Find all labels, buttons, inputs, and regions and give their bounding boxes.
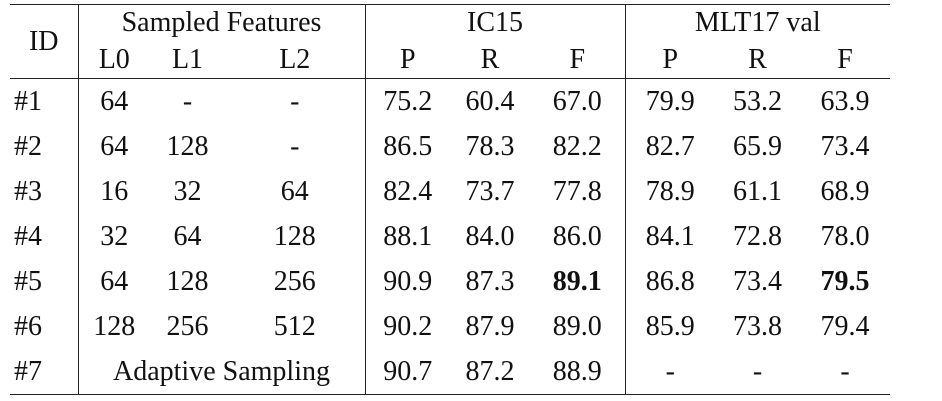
table-cell: 68.9 xyxy=(820,175,870,207)
table-cell: 60.4 xyxy=(465,85,515,117)
table-cell: 79.5 xyxy=(820,265,870,297)
table-cell: 75.2 xyxy=(383,85,433,117)
id-header: ID xyxy=(10,4,79,79)
table-cell: 78.0 xyxy=(820,220,870,252)
table-cell: 256 xyxy=(225,259,366,304)
table-cell: 78.3 xyxy=(465,130,515,162)
table-cell: 73.8 xyxy=(733,310,782,342)
table-header: ID Sampled Features IC15 MLT17 val L0 L1 L… xyxy=(10,4,890,79)
table-cell: 32 xyxy=(100,220,129,252)
row-id: #2 xyxy=(10,124,79,169)
table-cell: 53.2 xyxy=(733,85,782,117)
table-cell: 64 xyxy=(173,220,202,252)
column-row: L0 L1 L2 P R F P R F xyxy=(10,41,890,79)
table-cell: 87.3 xyxy=(465,265,515,297)
column-header: R xyxy=(715,41,800,79)
row-id: #3 xyxy=(10,169,79,214)
table-cell: 128 xyxy=(93,310,136,342)
column-header: L0 xyxy=(78,41,150,79)
table-cell: 82.2 xyxy=(530,124,626,169)
table-cell: 512 xyxy=(225,304,366,349)
column-header: L1 xyxy=(150,41,225,79)
table-cell: 78.9 xyxy=(645,175,695,207)
table-cell: 88.9 xyxy=(530,349,626,395)
table-row: #2 64 128-86.5 78.3 82.2 82.7 65.9 73.4 xyxy=(10,124,890,169)
row-id: #5 xyxy=(10,259,79,304)
row-id: #7 xyxy=(10,349,79,395)
table-cell: - xyxy=(225,124,366,169)
table-cell: 65.9 xyxy=(733,130,782,162)
column-header: P xyxy=(625,41,715,79)
table-cell: 128 xyxy=(166,265,209,297)
table-row: #7 Adaptive Sampling 90.7 87.2 88.9 - - - xyxy=(10,349,890,395)
table-cell: - xyxy=(182,85,193,117)
table-cell: - xyxy=(752,355,763,387)
table-cell: 89.0 xyxy=(530,304,626,349)
results-table: ID Sampled Features IC15 MLT17 val L0 L1 L… xyxy=(10,4,890,395)
table-cell: 86.0 xyxy=(530,214,626,259)
table-row: #1 64- -75.2 60.4 67.0 79.9 53.2 63.9 xyxy=(10,78,890,124)
table-cell: 32 xyxy=(173,175,202,207)
table-cell: 73.7 xyxy=(465,175,515,207)
row-id: #6 xyxy=(10,304,79,349)
group-header: Sampled Features xyxy=(78,4,366,41)
table-row: #6 128 256 512 90.2 87.9 89.0 85.9 73.8 79.4 xyxy=(10,304,890,349)
table-cell: 77.8 xyxy=(530,169,626,214)
table-cell: 64 xyxy=(100,265,129,297)
table-cell: 79.9 xyxy=(645,85,695,117)
table-cell: 85.9 xyxy=(645,310,695,342)
table-cell: 256 xyxy=(166,310,209,342)
table-body: #1 64- -75.2 60.4 67.0 79.9 53.2 63.9 #2 64 128-86… xyxy=(10,78,890,395)
table-row: #5 64 128 256 90.9 87.3 89.1 86.8 73.4 79.5 xyxy=(10,259,890,304)
table-cell: 87.2 xyxy=(465,355,515,387)
row-id: #4 xyxy=(10,214,79,259)
table-cell: 63.9 xyxy=(820,85,870,117)
group-header: MLT17 val xyxy=(694,7,821,38)
column-header: F xyxy=(530,41,626,79)
table-cell: 84.0 xyxy=(465,220,515,252)
table-cell: 86.8 xyxy=(645,265,695,297)
table-cell: 90.9 xyxy=(383,265,433,297)
table-cell: 128 xyxy=(166,130,209,162)
column-header: P xyxy=(365,41,450,79)
group-header: IC15 xyxy=(365,4,626,41)
table-cell: 82.7 xyxy=(645,130,695,162)
column-header: L2 xyxy=(225,41,366,79)
table-cell: 84.1 xyxy=(645,220,695,252)
table-cell: - xyxy=(225,78,366,124)
table-cell: 64 xyxy=(225,169,366,214)
table-cell: 82.4 xyxy=(383,175,433,207)
table-cell: 61.1 xyxy=(733,175,782,207)
table-cell: 87.9 xyxy=(465,310,515,342)
table-cell: 90.7 xyxy=(383,355,433,387)
table-cell: 16 xyxy=(100,175,129,207)
group-row: ID Sampled Features IC15 MLT17 val xyxy=(10,4,890,79)
table-cell: 72.8 xyxy=(733,220,782,252)
row-id: #1 xyxy=(10,78,79,124)
table-cell: 86.5 xyxy=(383,130,433,162)
table-cell: - xyxy=(665,355,675,387)
table-row: #3 16 32 64 82.4 73.7 77.8 78.9 61.1 68.9 xyxy=(10,169,890,214)
table-row: #4 32 64 128 88.1 84.0 86.0 84.1 72.8 78.0 xyxy=(10,214,890,259)
column-header: F xyxy=(800,41,890,79)
table-cell: - xyxy=(840,355,850,387)
table-cell: 128 xyxy=(225,214,366,259)
table-cell: 67.0 xyxy=(530,78,626,124)
table-cell: 73.4 xyxy=(733,265,782,297)
table-cell: 90.2 xyxy=(383,310,433,342)
column-header: R xyxy=(450,41,530,79)
table-cell: 88.1 xyxy=(383,220,433,252)
table-cell: 89.1 xyxy=(530,259,626,304)
table-cell: 73.4 xyxy=(820,130,870,162)
table-cell: 79.4 xyxy=(820,310,870,342)
table-cell: 64 xyxy=(100,130,129,162)
table-cell: 64 xyxy=(100,85,129,117)
table-cell: Adaptive Sampling xyxy=(78,349,366,395)
